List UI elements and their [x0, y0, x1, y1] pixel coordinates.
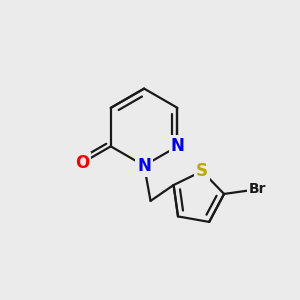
Text: O: O: [75, 154, 89, 172]
Text: N: N: [170, 137, 184, 155]
Text: S: S: [196, 162, 208, 180]
Text: N: N: [137, 157, 151, 175]
Text: Br: Br: [248, 182, 266, 196]
